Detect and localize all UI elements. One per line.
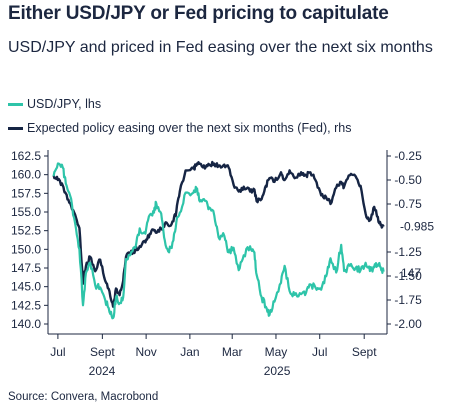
x-tick-label: Mar <box>222 345 243 359</box>
x-tick-label: Sept <box>352 345 377 359</box>
x-tick-label: Sept <box>90 345 115 359</box>
fed-end-label: -0.985 <box>400 220 434 234</box>
x-tick-label: Nov <box>135 345 156 359</box>
chart-subtitle: USD/JPY and priced in Fed easing over th… <box>8 39 433 56</box>
fed-easing-series-line <box>52 160 385 308</box>
right-tick-label: -2.00 <box>392 317 422 331</box>
left-tick-label: 140.0 <box>11 317 41 331</box>
x-tick-label: Jul <box>312 345 327 359</box>
left-tick-label: 162.5 <box>11 149 41 163</box>
legend-item-usdjpy: USD/JPY, lhs <box>8 97 101 111</box>
legend-swatch-usdjpy <box>8 102 23 106</box>
left-tick-label: 145.0 <box>11 280 41 294</box>
x-tick-label: Jan <box>180 345 199 359</box>
left-tick-label: 150.0 <box>11 242 41 256</box>
left-tick-label: 152.5 <box>11 224 41 238</box>
legend-swatch-fed <box>8 126 23 130</box>
left-tick-label: 142.5 <box>11 298 41 312</box>
usdjpy-end-label: 147 <box>401 266 421 280</box>
right-tick-label: -0.50 <box>392 173 422 187</box>
right-tick-label: -0.75 <box>392 197 422 211</box>
x-year-label: 2025 <box>264 364 291 378</box>
left-tick-label: 160.0 <box>11 168 41 182</box>
x-tick-label: Jul <box>50 345 65 359</box>
usdjpy-series-line <box>52 162 385 320</box>
chart-title: Either USD/JPY or Fed pricing to capitul… <box>8 3 389 24</box>
x-tick-label: May <box>265 345 288 359</box>
legend-label-fed: Expected policy easing over the next six… <box>27 121 352 135</box>
left-tick-label: 155.0 <box>11 205 41 219</box>
source-note: Source: Convera, Macrobond <box>8 391 159 403</box>
left-tick-label: 157.5 <box>11 186 41 200</box>
right-tick-label: -1.50 <box>392 269 422 283</box>
right-tick-label: -1.25 <box>392 245 422 259</box>
x-year-label: 2024 <box>89 364 116 378</box>
legend-label-usdjpy: USD/JPY, lhs <box>27 97 102 111</box>
right-tick-label: -1.75 <box>392 293 422 307</box>
left-tick-label: 147.5 <box>11 261 41 275</box>
right-tick-label: -0.25 <box>392 149 422 163</box>
legend-item-fed: Expected policy easing over the next six… <box>8 121 351 135</box>
